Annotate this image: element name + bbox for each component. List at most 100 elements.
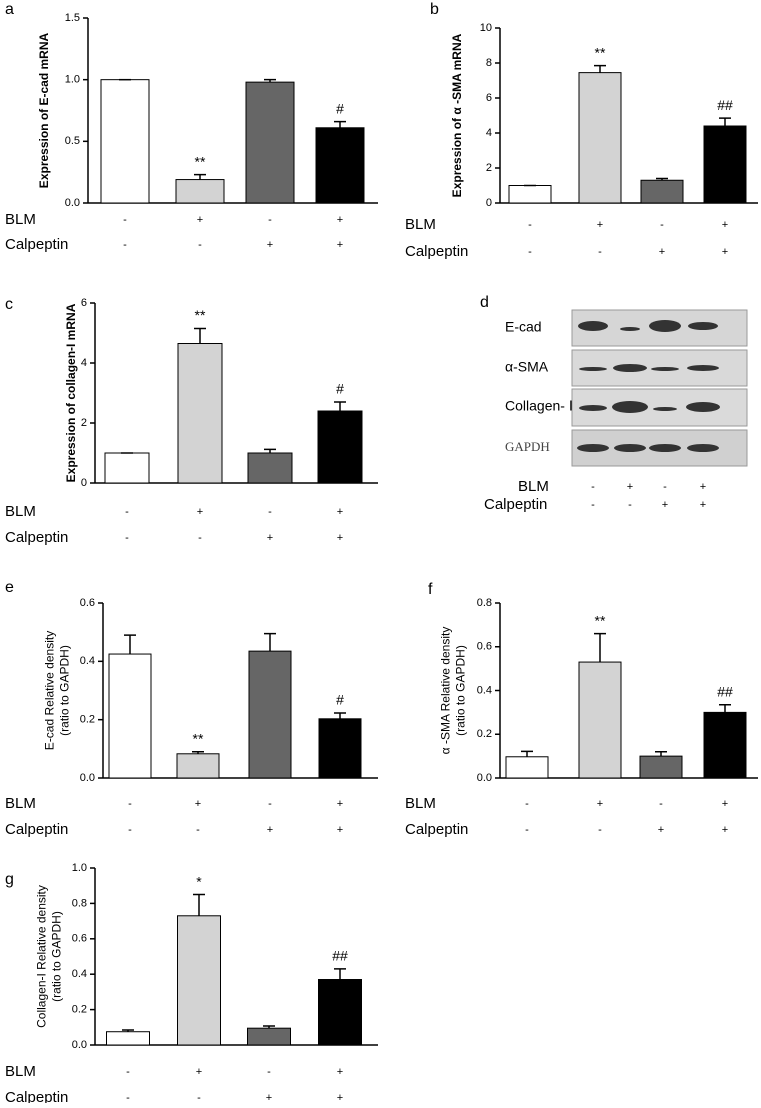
error-bar — [719, 703, 731, 713]
blot-row-label: E-cad — [505, 319, 542, 335]
y-tick-label: 8 — [486, 57, 492, 69]
y-tick-label: 0.6 — [72, 933, 87, 945]
y-axis-label: E-cad Relative density — [43, 631, 57, 750]
bar — [247, 1027, 291, 1046]
bar — [639, 755, 683, 779]
error-bar — [194, 327, 206, 344]
significance-label: ## — [717, 683, 733, 699]
treatment-sign: + — [337, 1066, 343, 1078]
y-tick-label: 10 — [480, 22, 492, 34]
error-bar — [193, 893, 205, 916]
significance-label: ** — [195, 153, 206, 169]
error-bar — [264, 448, 276, 453]
significance-label: ** — [595, 612, 606, 628]
treatment-sign: + — [267, 239, 273, 251]
y-tick-label: 0.6 — [80, 597, 95, 609]
treatment-sign: - — [660, 219, 664, 231]
y-tick-label: 0.5 — [65, 135, 80, 147]
treatment-sign: - — [663, 481, 667, 493]
error-bar — [655, 751, 667, 757]
bar — [640, 179, 684, 204]
treatment-sign: + — [722, 219, 728, 231]
treatment-sign: - — [591, 499, 595, 511]
treatment-sign: + — [658, 824, 664, 836]
treatment-sign: - — [123, 239, 127, 251]
error-bar — [334, 968, 346, 980]
error-bar — [264, 632, 276, 652]
treatment-sign: - — [268, 798, 272, 810]
panel-label: c — [5, 296, 13, 313]
treatment-sign: - — [126, 1066, 130, 1078]
error-bar — [594, 632, 606, 663]
bar — [248, 650, 292, 779]
bar — [578, 72, 622, 204]
treatment-name: BLM — [5, 503, 36, 520]
y-tick-label: 2 — [486, 162, 492, 174]
error-bar — [124, 634, 136, 655]
treatment-sign: + — [267, 824, 273, 836]
error-bar — [122, 1029, 134, 1032]
treatment-sign: + — [337, 798, 343, 810]
y-tick-label: 0.4 — [80, 655, 95, 667]
treatment-name: Calpeptin — [405, 243, 468, 260]
bar — [578, 661, 622, 779]
panel-label: d — [480, 294, 489, 311]
y-tick-label: 0.4 — [477, 684, 492, 696]
y-tick-label: 0 — [486, 197, 492, 209]
panel-label: f — [428, 581, 433, 598]
blot-row-label: GAPDH — [505, 439, 550, 454]
treatment-sign: + — [722, 824, 728, 836]
treatment-sign: - — [525, 824, 529, 836]
treatment-sign: + — [196, 1066, 202, 1078]
treatment-sign: - — [128, 824, 132, 836]
treatment-sign: + — [597, 798, 603, 810]
y-tick-label: 0.8 — [72, 897, 87, 909]
error-bar — [594, 64, 606, 73]
y-tick-label: 0.0 — [65, 197, 80, 209]
bar — [104, 452, 150, 484]
y-tick-label: 0.2 — [72, 1004, 87, 1016]
y-axis-label: α -SMA Relative density — [439, 627, 453, 755]
y-tick-label: 0.6 — [477, 641, 492, 653]
treatment-sign: - — [268, 506, 272, 518]
treatment-sign: - — [525, 798, 529, 810]
y-axis-label: Expression of E-cad mRNA — [37, 32, 51, 188]
error-bar — [192, 751, 204, 754]
bar — [703, 711, 747, 779]
bar — [315, 127, 365, 204]
treatment-sign: - — [126, 1092, 130, 1103]
panel-label: g — [5, 871, 14, 888]
treatment-sign: + — [197, 214, 203, 226]
treatment-sign: + — [266, 1092, 272, 1103]
treatment-sign: - — [198, 239, 202, 251]
bar — [245, 81, 295, 204]
treatment-sign: + — [197, 506, 203, 518]
bar — [108, 653, 152, 779]
significance-label: ** — [193, 730, 204, 746]
significance-label: ## — [332, 948, 348, 964]
panel-label: b — [430, 1, 439, 18]
treatment-sign: + — [722, 798, 728, 810]
treatment-sign: + — [662, 499, 668, 511]
bar — [703, 125, 747, 204]
error-bar — [521, 750, 533, 757]
treatment-name: Calpeptin — [484, 496, 547, 513]
error-bar — [264, 78, 276, 83]
bar — [318, 718, 362, 779]
treatment-sign: - — [528, 219, 532, 231]
treatment-sign: - — [197, 1092, 201, 1103]
treatment-name: BLM — [5, 1063, 36, 1080]
treatment-sign: + — [337, 506, 343, 518]
blot-row-label: Collagen- Ⅰ — [505, 398, 573, 414]
treatment-name: BLM — [518, 478, 549, 495]
y-tick-label: 0 — [81, 477, 87, 489]
blot-image — [571, 309, 748, 467]
treatment-sign: + — [337, 239, 343, 251]
error-bar — [719, 117, 731, 126]
treatment-sign: - — [125, 532, 129, 544]
treatment-sign: + — [337, 1092, 343, 1103]
y-tick-label: 4 — [486, 127, 492, 139]
treatment-sign: + — [597, 219, 603, 231]
y-tick-label: 0.0 — [477, 772, 492, 784]
